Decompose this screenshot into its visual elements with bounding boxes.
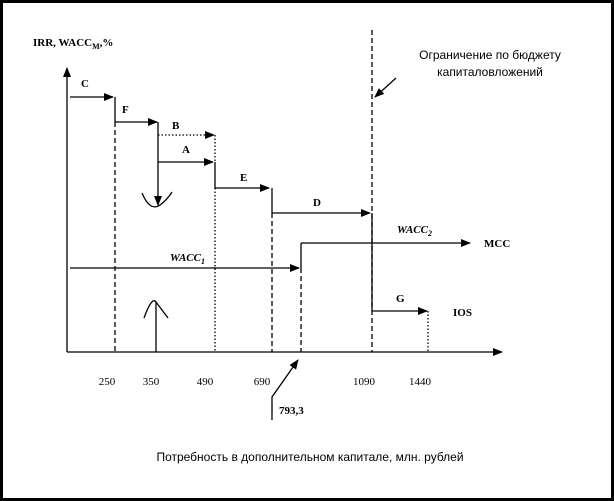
mcc-curve [70, 239, 471, 272]
wacc2-label: WACC2 [397, 224, 432, 238]
step-label: B [172, 120, 180, 132]
ios-label: IOS [453, 307, 472, 319]
guide-lines [114, 30, 429, 352]
budget-note: Ограничение по бюджету [419, 48, 561, 62]
x-tick-label: 350 [143, 376, 160, 388]
caption: Потребность в дополнительном капитале, м… [156, 450, 463, 464]
y-axis-label: IRR, WACCM,% [33, 37, 113, 51]
x-tick-label: 1440 [409, 376, 432, 388]
budget-note: капиталовложений [437, 65, 543, 79]
note-arrow [374, 77, 397, 98]
x-tick-label: 690 [254, 376, 271, 388]
x-tick-label: 490 [197, 376, 214, 388]
step-label: C [81, 78, 89, 90]
x-tick-label: 250 [99, 376, 116, 388]
breakpoint-label: 793,3 [279, 405, 304, 417]
x-tick-label: 1090 [353, 376, 376, 388]
step-label: E [240, 172, 247, 184]
wacc1-label: WACC1 [170, 252, 205, 266]
step-label: A [182, 144, 190, 156]
step-label: G [396, 293, 405, 305]
step-label: D [313, 197, 321, 209]
breakpoint-arrow [271, 359, 299, 420]
step-label: F [122, 104, 129, 116]
mcc-label: MCC [484, 238, 510, 250]
